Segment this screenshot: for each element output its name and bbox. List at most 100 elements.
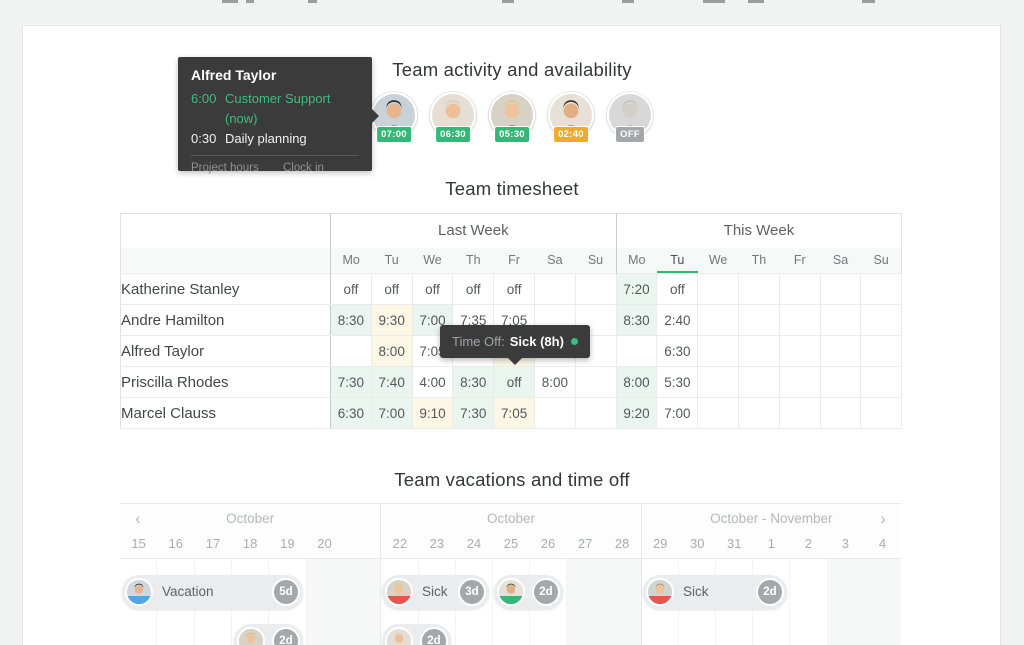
timesheet-cell[interactable] [819,273,862,305]
timesheet-cell[interactable] [819,366,862,398]
timeoff-duration-badge: 2d [420,627,448,645]
timesheet-cell[interactable] [574,273,617,305]
member-name: Alfred Taylor [191,67,277,83]
timesheet-cell[interactable] [738,366,780,398]
timesheet-cell[interactable] [615,335,658,367]
timesheet-cell[interactable] [533,397,576,429]
team-member-avatar[interactable]: 06:30 [430,92,476,143]
timesheet-cell[interactable] [330,335,372,367]
timesheet-cell[interactable]: 8:00 [615,366,658,398]
timesheet-cell[interactable]: 7:40 [370,366,413,398]
team-member-avatar[interactable]: 05:30 [489,92,535,143]
timeoff-bar-sick[interactable]: 2d [234,624,303,645]
timeoff-bar-label: Sick [683,584,709,599]
timesheet-cell[interactable] [533,273,576,305]
timesheet-cell[interactable] [860,335,903,367]
timesheet-cell[interactable] [860,366,903,398]
timesheet-cell[interactable] [738,335,780,367]
timesheet-cell[interactable]: 4:00 [411,366,454,398]
timesheet-cell[interactable]: 7:00 [656,397,699,429]
timesheet-cell[interactable] [574,397,617,429]
timeoff-bar-sick[interactable]: Sick 3d [382,575,489,609]
calendar-day-number: 19 [280,536,295,551]
timesheet-cell[interactable] [778,273,821,305]
timesheet-cell[interactable] [819,304,862,336]
timesheet-cell[interactable]: 7:00 [411,304,454,336]
timesheet-cell[interactable]: 8:00 [370,335,413,367]
timesheet-cell[interactable]: 8:00 [533,366,576,398]
timesheet-cell[interactable]: 9:20 [615,397,658,429]
activity-entry: 6:00 Customer Support (now) [191,89,359,129]
time-badge: 06:30 [435,126,471,143]
timeoff-status-arc [499,596,523,604]
day-header-mo: Mo [330,247,372,274]
team-member-avatar[interactable]: OFF [607,92,653,143]
timesheet-cell[interactable] [574,366,617,398]
timeoff-bar-other[interactable]: 2d [382,624,451,645]
activity-entry-time: 6:00 [191,91,217,106]
team-member-avatar[interactable]: 02:40 [548,92,594,143]
timeoff-bar-vacation[interactable]: Vacation 5d [122,575,303,609]
divider [191,155,359,156]
timesheet-cell[interactable] [819,397,862,429]
timeoff-bars-layer: Vacation 5d Sick 3d 2d Sick 2d 2d 2d [120,559,901,645]
timesheet-cell[interactable]: 7:30 [452,397,495,429]
chevron-right-icon[interactable]: › [880,509,886,528]
calendar-day-column [567,559,605,645]
timesheet-cell[interactable]: off [370,273,413,305]
timesheet-cell[interactable] [738,273,780,305]
member-name: Marcel Clauss [120,397,331,429]
timesheet-cell[interactable]: 7:30 [330,366,372,398]
timeoff-status-arc [387,596,411,604]
timesheet-cell[interactable]: 7:20 [615,273,658,305]
timesheet-cell[interactable] [819,335,862,367]
timesheet-cell[interactable]: off [493,273,535,305]
timesheet-cell[interactable] [697,397,740,429]
timesheet-cell[interactable]: off [452,273,495,305]
timeoff-person-avatar [646,578,674,606]
timesheet-cell[interactable] [778,335,821,367]
timesheet-cell[interactable] [697,366,740,398]
timesheet-cell[interactable] [697,304,740,336]
timesheet-cell[interactable]: 2:40 [656,304,699,336]
timesheet-cell[interactable] [738,397,780,429]
timeoff-bar-other[interactable]: 2d [494,575,563,609]
timesheet-cell[interactable]: 9:30 [370,304,413,336]
timesheet-cell[interactable]: 8:30 [615,304,658,336]
timesheet-cell[interactable] [778,366,821,398]
timesheet-cell[interactable]: 6:30 [330,397,372,429]
timesheet-cell[interactable]: off [656,273,699,305]
timesheet-cell[interactable] [778,397,821,429]
timesheet-cell[interactable]: off [411,273,454,305]
timesheet-cell[interactable] [860,304,903,336]
calendar-body: Vacation 5d Sick 3d 2d Sick 2d 2d 2d [120,559,901,645]
timeoff-duration-badge: 2d [756,578,784,606]
timesheet-cell[interactable] [697,273,740,305]
calendar-day-column [864,559,901,645]
timesheet-cell[interactable]: 8:30 [330,304,372,336]
timesheet-cell[interactable] [860,273,903,305]
member-activity-tooltip: Alfred Taylor 6:00 Customer Support (now)… [178,57,379,193]
timesheet-cell[interactable]: 8:30 [452,366,495,398]
timesheet-cell[interactable]: off [330,273,372,305]
day-header-tu: Tu [384,253,399,268]
status-dot-icon [570,338,578,345]
chevron-left-icon[interactable]: ‹ [135,509,141,528]
timesheet-cell[interactable]: 9:10 [411,397,454,429]
top-edge-artifact [748,0,764,3]
timeoff-bar-sick[interactable]: Sick 2d [643,575,787,609]
timesheet-cell[interactable]: off [493,366,535,398]
timesheet-cell[interactable]: 5:30 [656,366,699,398]
calendar-day-column [827,559,865,645]
activity-stat-label: Project hours [191,162,259,174]
timesheet-cell[interactable] [778,304,821,336]
timesheet-cell[interactable] [738,304,780,336]
timesheet-cell[interactable] [860,397,903,429]
timesheet-table-wrap: Last Week This Week Mo Tu We Th Fr Sa Su Mo Tu We Th… [120,213,903,429]
timesheet-cell[interactable] [697,335,740,367]
timesheet-cell[interactable]: 7:05 [493,397,535,429]
timesheet-cell[interactable] [574,304,617,336]
timesheet-cell[interactable]: 7:00 [370,397,413,429]
timeoff-bar-label: Sick [422,584,448,599]
timesheet-cell[interactable]: 6:30 [656,335,699,367]
